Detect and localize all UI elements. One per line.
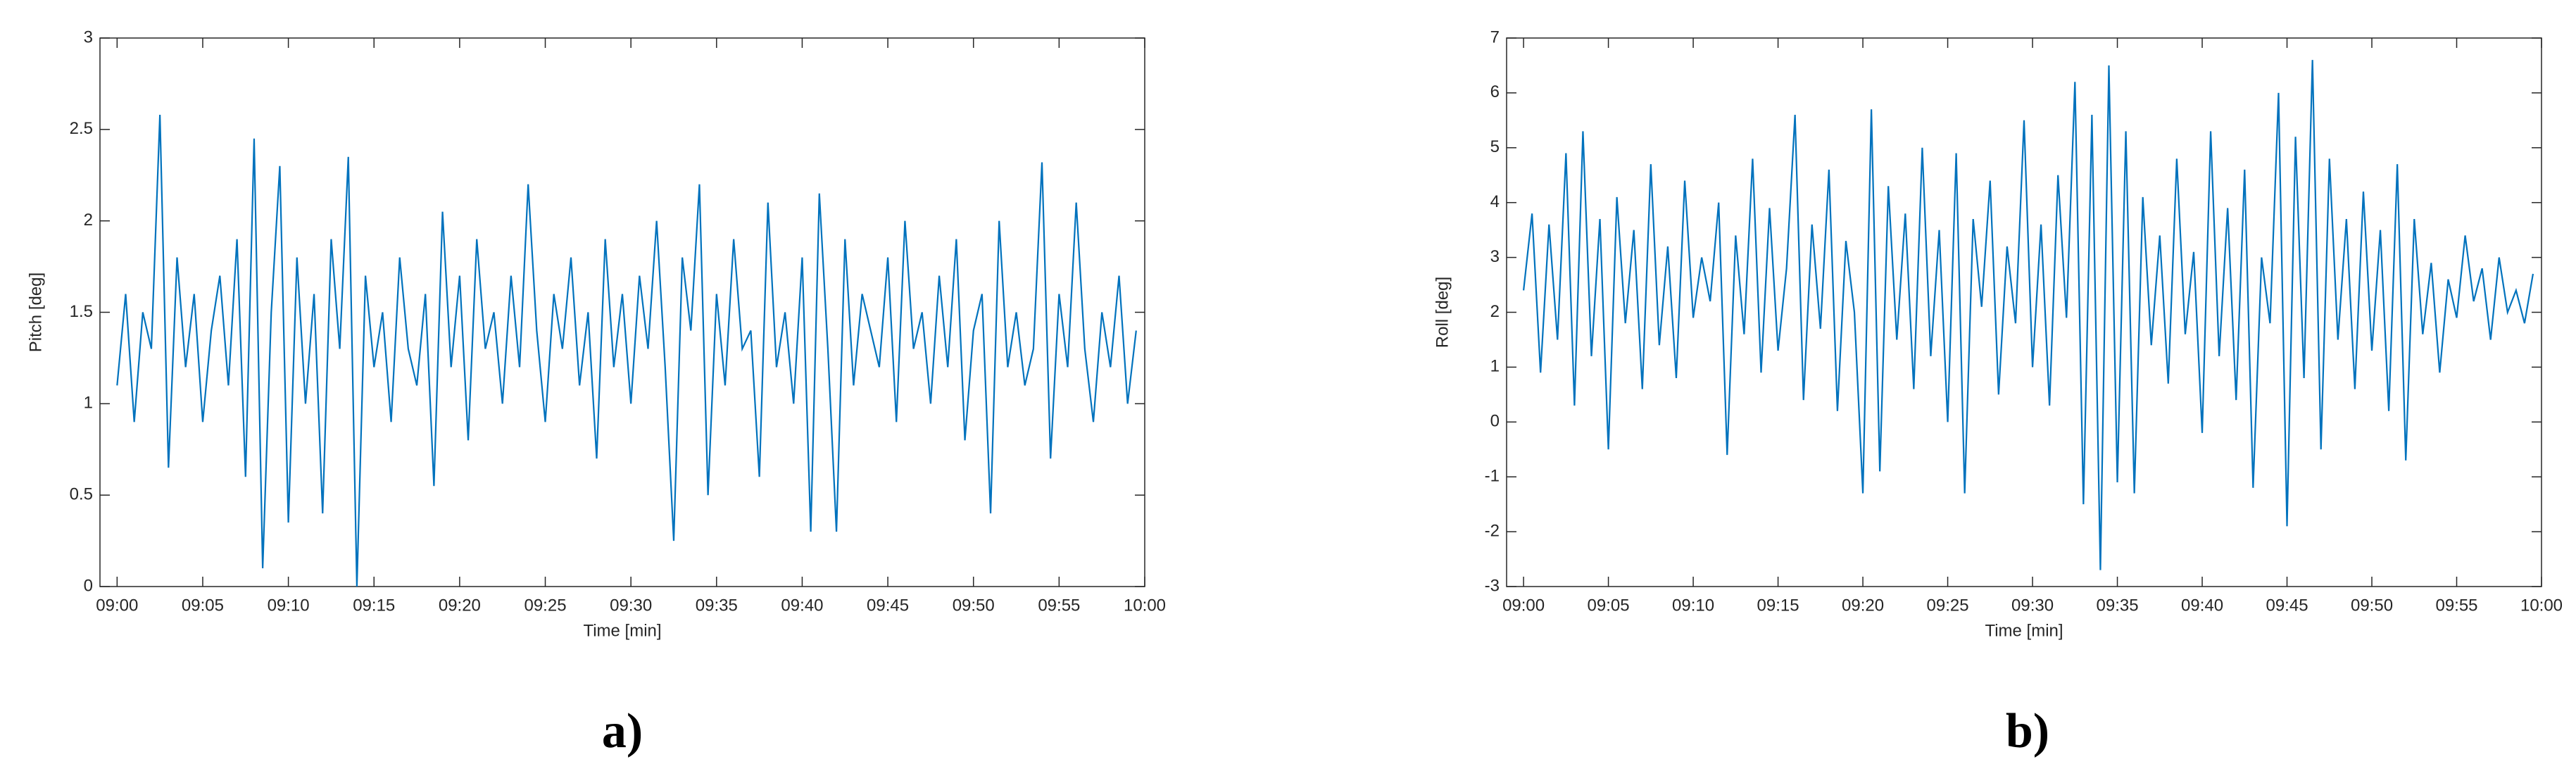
x-tick-label: 09:05 bbox=[182, 596, 224, 615]
x-axis-label: Time [min] bbox=[583, 621, 661, 640]
x-tick-label: 09:35 bbox=[696, 596, 738, 615]
y-tick-label: 0.5 bbox=[70, 485, 93, 504]
y-tick-label: 0 bbox=[84, 576, 93, 595]
x-tick-label: 09:05 bbox=[1588, 596, 1630, 615]
x-tick-label: 09:00 bbox=[1502, 596, 1545, 615]
x-tick-label: 09:30 bbox=[2011, 596, 2054, 615]
x-tick-label: 09:25 bbox=[1927, 596, 1969, 615]
caption: a) bbox=[602, 704, 643, 758]
x-tick-label: 09:35 bbox=[2097, 596, 2139, 615]
y-tick-label: 1 bbox=[84, 394, 93, 413]
x-tick-label: 09:15 bbox=[1757, 596, 1799, 615]
x-tick-label: 09:45 bbox=[867, 596, 909, 615]
x-tick-label: 09:20 bbox=[439, 596, 481, 615]
x-tick-label: 09:00 bbox=[96, 596, 138, 615]
x-tick-label: 10:00 bbox=[1124, 596, 1166, 615]
x-axis-label: Time [min] bbox=[1985, 621, 2063, 640]
x-tick-label: 09:45 bbox=[2266, 596, 2308, 615]
y-tick-label: 1.5 bbox=[70, 302, 93, 321]
y-tick-label: 2 bbox=[84, 211, 93, 230]
x-tick-label: 09:30 bbox=[610, 596, 652, 615]
x-tick-label: 09:20 bbox=[1842, 596, 1884, 615]
y-tick-label: 6 bbox=[1490, 82, 1500, 101]
x-tick-label: 09:50 bbox=[953, 596, 995, 615]
plot-area bbox=[99, 37, 1145, 587]
y-tick-label: 2.5 bbox=[70, 119, 93, 138]
y-tick-label: 7 bbox=[1490, 27, 1500, 46]
x-tick-label: 09:10 bbox=[268, 596, 310, 615]
x-tick-label: 09:40 bbox=[2181, 596, 2223, 615]
y-tick-label: 2 bbox=[1490, 302, 1500, 321]
y-tick-label: 3 bbox=[84, 27, 93, 46]
x-tick-label: 09:10 bbox=[1672, 596, 1714, 615]
y-tick-label: -3 bbox=[1485, 576, 1500, 595]
y-tick-label: -2 bbox=[1485, 521, 1500, 540]
data-line bbox=[1523, 60, 2534, 570]
y-tick-label: 0 bbox=[1490, 412, 1500, 431]
y-tick-label: 3 bbox=[1490, 247, 1500, 266]
x-tick-label: 09:50 bbox=[2351, 596, 2393, 615]
y-tick-label: 5 bbox=[1490, 137, 1500, 156]
data-line bbox=[116, 115, 1137, 587]
x-tick-label: 10:00 bbox=[2520, 596, 2563, 615]
y-axis-label: Roll [deg] bbox=[1433, 277, 1452, 348]
y-tick-label: 4 bbox=[1490, 192, 1500, 211]
x-tick-label: 09:40 bbox=[781, 596, 823, 615]
y-axis-label: Pitch [deg] bbox=[26, 273, 45, 352]
x-tick-label: 09:55 bbox=[1038, 596, 1080, 615]
x-tick-label: 09:55 bbox=[2435, 596, 2477, 615]
x-tick-label: 09:15 bbox=[353, 596, 395, 615]
x-tick-label: 09:25 bbox=[524, 596, 566, 615]
caption: b) bbox=[2006, 704, 2049, 758]
y-tick-label: -1 bbox=[1485, 467, 1500, 486]
y-tick-label: 1 bbox=[1490, 357, 1500, 376]
